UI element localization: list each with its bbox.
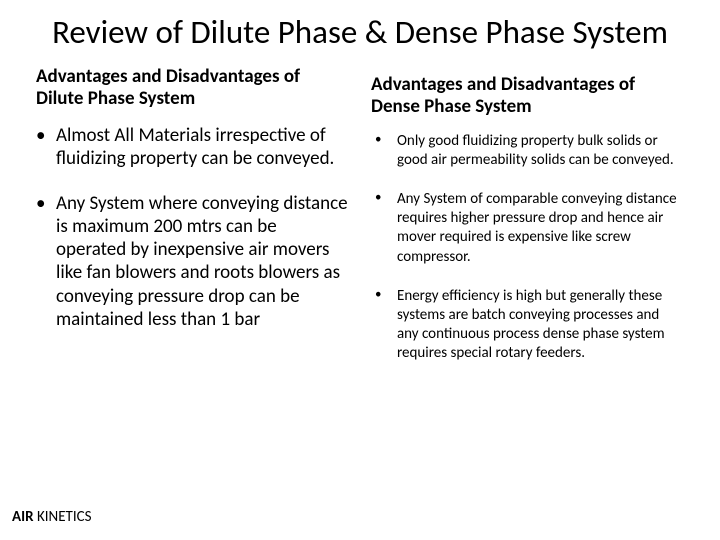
list-item: Energy efficiency is high but generally … [397, 287, 684, 364]
footer-rest: KINETICS [34, 508, 92, 526]
list-item: Any System of comparable conveying dista… [397, 190, 684, 267]
slide-title: Review of Dilute Phase & Dense Phase Sys… [36, 14, 684, 52]
list-item: Any System where conveying distance is m… [56, 192, 349, 331]
list-item: Almost All Materials irrespective of flu… [56, 124, 349, 170]
left-column: Advantages and Disadvantages of Dilute P… [36, 66, 349, 384]
slide: Review of Dilute Phase & Dense Phase Sys… [0, 0, 720, 540]
right-bullet-list: Only good fluidizing property bulk solid… [371, 132, 684, 364]
left-bullet-list: Almost All Materials irrespective of flu… [36, 124, 349, 331]
footer-branding: AIR KINETICS [12, 508, 92, 526]
right-subtitle: Advantages and Disadvantages of Dense Ph… [371, 74, 684, 118]
footer-bold: AIR [12, 508, 34, 526]
list-item: Only good fluidizing property bulk solid… [397, 132, 684, 170]
right-column: Advantages and Disadvantages of Dense Ph… [371, 66, 684, 384]
left-subtitle: Advantages and Disadvantages of Dilute P… [36, 66, 349, 110]
content-columns: Advantages and Disadvantages of Dilute P… [36, 66, 684, 384]
